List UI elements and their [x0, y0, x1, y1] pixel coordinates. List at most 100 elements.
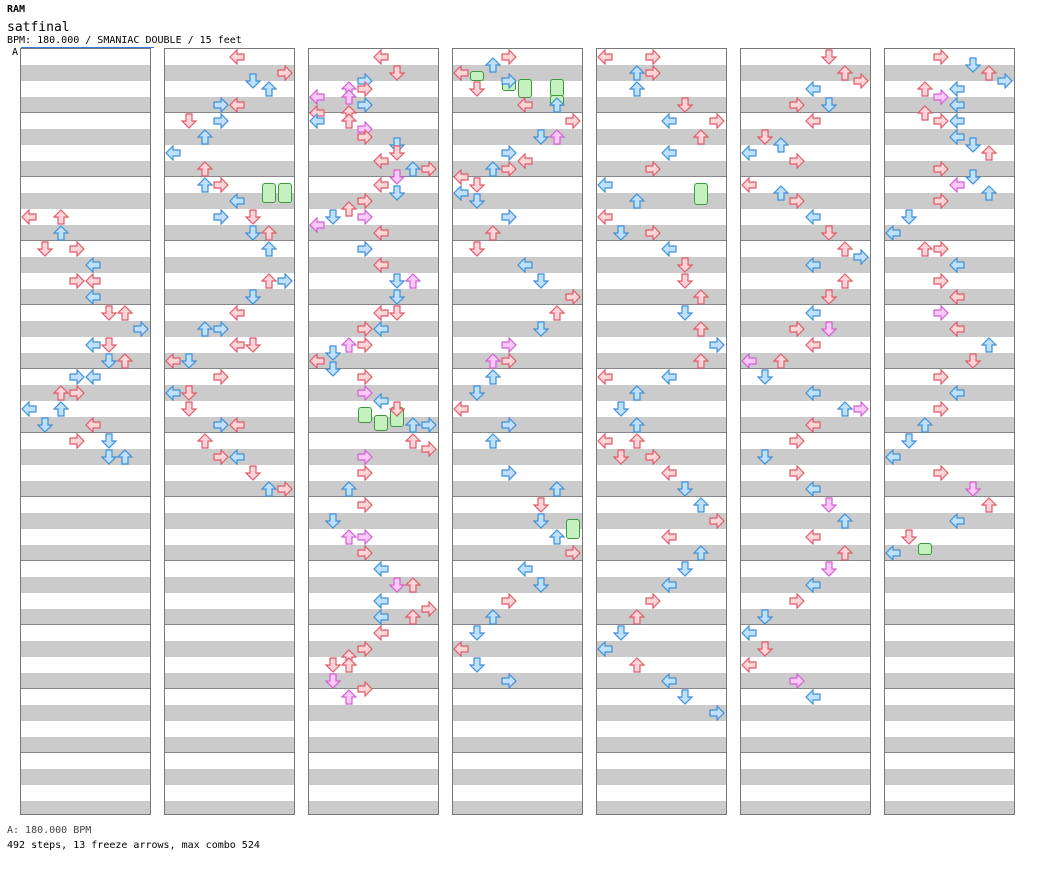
measure-line: [597, 368, 726, 369]
measure-line: [741, 432, 870, 433]
chart-column: [596, 48, 727, 815]
chart-column: [740, 48, 871, 815]
chart-column: [452, 48, 583, 815]
step-arrow: [805, 113, 821, 129]
step-arrow: [357, 449, 373, 465]
step-arrow: [533, 513, 549, 529]
step-arrow: [661, 529, 677, 545]
step-arrow: [357, 97, 373, 113]
step-arrow: [965, 481, 981, 497]
step-arrow: [69, 273, 85, 289]
step-arrow: [965, 353, 981, 369]
step-arrow: [549, 481, 565, 497]
measure-line: [309, 368, 438, 369]
step-arrow: [101, 353, 117, 369]
step-arrow: [629, 417, 645, 433]
step-arrow: [613, 449, 629, 465]
step-arrow: [741, 657, 757, 673]
step-arrow: [69, 369, 85, 385]
step-arrow: [549, 529, 565, 545]
step-arrow: [117, 353, 133, 369]
step-arrow: [805, 209, 821, 225]
measure-line: [453, 176, 582, 177]
step-arrow: [373, 321, 389, 337]
step-arrow: [517, 153, 533, 169]
step-arrow: [245, 225, 261, 241]
step-arrow: [917, 105, 933, 121]
step-arrow: [21, 209, 37, 225]
step-arrow: [613, 225, 629, 241]
step-arrow: [469, 385, 485, 401]
step-arrow: [325, 361, 341, 377]
footer-bpm: A: 180.000 BPM: [7, 825, 92, 836]
measure-line: [309, 624, 438, 625]
step-arrow: [645, 449, 661, 465]
step-arrow: [485, 225, 501, 241]
measure-line: [885, 624, 1014, 625]
step-arrow: [405, 161, 421, 177]
step-arrow: [197, 321, 213, 337]
step-arrow: [629, 65, 645, 81]
step-arrow: [69, 241, 85, 257]
step-arrow: [501, 417, 517, 433]
step-arrow: [981, 497, 997, 513]
measure-line: [309, 304, 438, 305]
step-arrow: [309, 89, 325, 105]
step-arrow: [629, 433, 645, 449]
chart-title: satfinal: [7, 20, 70, 35]
measure-line: [453, 432, 582, 433]
step-arrow: [213, 449, 229, 465]
step-arrow: [501, 353, 517, 369]
step-arrow: [949, 113, 965, 129]
step-arrow: [933, 113, 949, 129]
step-arrow: [773, 185, 789, 201]
step-arrow: [245, 337, 261, 353]
measure-line: [885, 304, 1014, 305]
step-arrow: [965, 57, 981, 73]
measure-line: [885, 496, 1014, 497]
step-arrow: [741, 145, 757, 161]
step-arrow: [453, 169, 469, 185]
freeze-arrow: [518, 79, 532, 99]
freeze-arrow: [374, 415, 388, 431]
step-arrow: [341, 689, 357, 705]
step-arrow: [485, 433, 501, 449]
step-arrow: [645, 593, 661, 609]
measure-line: [309, 432, 438, 433]
step-arrow: [213, 113, 229, 129]
step-arrow: [117, 305, 133, 321]
step-arrow: [341, 481, 357, 497]
step-arrow: [597, 641, 613, 657]
measure-line: [597, 304, 726, 305]
step-arrow: [661, 241, 677, 257]
freeze-arrow: [262, 183, 276, 203]
step-arrow: [949, 289, 965, 305]
freeze-arrow: [550, 79, 564, 97]
step-arrow: [85, 273, 101, 289]
step-arrow: [229, 97, 245, 113]
step-arrow: [981, 65, 997, 81]
step-arrow: [501, 673, 517, 689]
step-arrow: [853, 401, 869, 417]
step-arrow: [885, 225, 901, 241]
step-arrow: [421, 601, 437, 617]
step-arrow: [517, 97, 533, 113]
measure-line: [453, 624, 582, 625]
step-arrow: [693, 497, 709, 513]
step-arrow: [85, 337, 101, 353]
step-arrow: [853, 73, 869, 89]
measure-line: [165, 624, 294, 625]
measure-line: [885, 688, 1014, 689]
step-arrow: [421, 417, 437, 433]
step-arrow: [533, 129, 549, 145]
step-arrow: [213, 369, 229, 385]
step-arrow: [917, 241, 933, 257]
step-arrow: [85, 369, 101, 385]
step-arrow: [917, 417, 933, 433]
measure-line: [885, 368, 1014, 369]
step-arrow: [533, 321, 549, 337]
measure-line: [309, 752, 438, 753]
step-arrow: [405, 417, 421, 433]
step-arrow: [165, 353, 181, 369]
step-arrow: [629, 385, 645, 401]
